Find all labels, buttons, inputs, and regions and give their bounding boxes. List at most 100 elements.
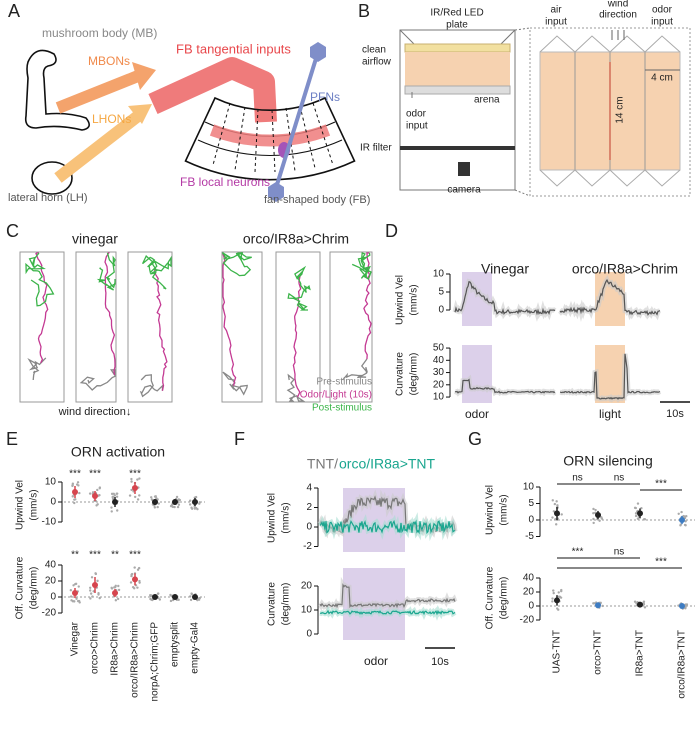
data-dot <box>136 478 139 481</box>
trajectory <box>153 269 168 391</box>
label: input <box>651 17 673 28</box>
mean-dot <box>72 489 78 495</box>
data-dot <box>112 492 115 495</box>
data-dot <box>69 589 73 592</box>
data-dot <box>175 495 179 499</box>
y-tick-label: 10 <box>45 477 57 488</box>
data-dot <box>96 579 99 583</box>
y-tick-label: 0 <box>528 515 534 526</box>
trajectory <box>35 252 49 364</box>
data-dot <box>91 595 94 598</box>
data-dot <box>594 508 597 512</box>
trajectory <box>222 371 248 396</box>
category-label: orco/IR8a>Chrim <box>130 622 141 698</box>
label: fan-shaped body (FB) <box>264 194 370 206</box>
mean-dot <box>132 485 138 491</box>
data-dot <box>169 599 173 603</box>
y-tick-label: 5 <box>528 498 534 509</box>
label: ORN activation <box>71 444 165 460</box>
label: vinegar <box>72 231 118 247</box>
data-dot <box>153 506 157 509</box>
data-dot <box>73 501 76 505</box>
data-dot <box>189 598 193 602</box>
label: odor <box>406 109 427 120</box>
data-dot <box>110 587 114 590</box>
data-dot <box>130 488 133 492</box>
data-dot <box>685 514 688 518</box>
data-dot <box>560 513 563 516</box>
data-dot <box>633 600 637 603</box>
data-dot <box>189 499 192 502</box>
data-dot <box>136 586 139 589</box>
mean-dot <box>152 499 158 505</box>
trajectory <box>222 251 252 277</box>
data-dot <box>157 502 160 505</box>
data-dot <box>636 502 640 505</box>
data-dot <box>155 497 158 500</box>
y-tick-label: 4 <box>306 483 312 494</box>
label: odor <box>364 654 388 668</box>
y-tick-label: -2 <box>303 541 312 552</box>
mean-dot <box>679 517 685 523</box>
label: IR/Red LED <box>430 8 483 19</box>
data-dot <box>129 581 133 584</box>
significance: *** <box>89 550 101 561</box>
data-dot <box>130 480 133 483</box>
y-tick-label: 40 <box>433 355 445 366</box>
panel-letter: G <box>468 429 482 449</box>
y-tick-label: 20 <box>301 581 313 592</box>
data-dot <box>138 581 141 584</box>
data-dot <box>97 593 100 596</box>
data-dot <box>115 492 118 495</box>
data-dot <box>551 499 554 502</box>
trajectory <box>292 275 302 398</box>
trajectory <box>104 252 116 376</box>
y-tick-label: 30 <box>433 367 445 378</box>
data-dot <box>552 589 555 592</box>
label: Upwind Vel <box>485 485 496 535</box>
trajectory <box>342 358 368 381</box>
trajectory <box>351 252 372 280</box>
data-dot <box>149 593 152 597</box>
data-dot <box>89 589 92 592</box>
label: Curvature <box>395 352 406 396</box>
label: Upwind Vel <box>15 480 26 530</box>
label: IR filter <box>360 143 392 154</box>
mean-dot <box>679 603 685 609</box>
data-dot <box>138 477 141 480</box>
trajectory <box>96 252 116 291</box>
data-dot <box>640 506 643 510</box>
category-label: orco/IR8a>TNT <box>677 630 688 699</box>
label: direction <box>599 10 637 21</box>
label: input <box>545 17 567 28</box>
significance: *** <box>655 557 667 568</box>
significance: *** <box>129 550 141 561</box>
data-dot <box>71 600 75 603</box>
mean-dot <box>112 499 118 505</box>
label: (deg/mm) <box>499 577 510 620</box>
y-tick-label: -20 <box>520 615 535 626</box>
trace <box>319 583 456 609</box>
category-label: orco>Chrim <box>90 622 101 674</box>
data-dot <box>131 585 135 589</box>
data-dot <box>680 510 683 514</box>
mean-dot <box>152 594 158 600</box>
data-dot <box>634 512 638 515</box>
data-dot <box>128 494 132 497</box>
data-dot <box>601 604 604 608</box>
label: input <box>406 121 428 132</box>
trajectory <box>363 252 372 360</box>
data-dot <box>188 595 192 598</box>
data-dot <box>188 503 192 506</box>
category-label: Vinegar <box>70 621 81 656</box>
data-dot <box>130 477 133 481</box>
data-dot <box>92 590 95 593</box>
label: air <box>550 5 562 16</box>
data-dot <box>190 507 194 511</box>
scale-bars <box>425 401 690 649</box>
significance: *** <box>69 469 81 480</box>
label: Upwind Vel <box>267 493 278 543</box>
data-dot <box>173 505 176 509</box>
mean-dot <box>132 576 138 583</box>
data-dot <box>113 586 116 589</box>
